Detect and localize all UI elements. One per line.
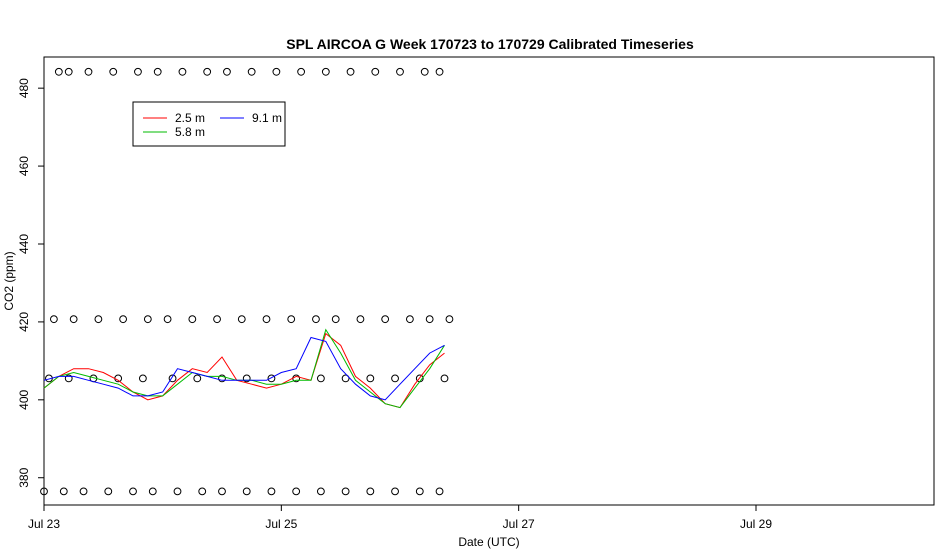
cal-high-marker xyxy=(420,67,429,76)
cal-low-marker xyxy=(316,487,325,496)
cal-mid-marker xyxy=(356,315,365,324)
x-tick-label: Jul 29 xyxy=(740,517,772,531)
cal-mid-marker xyxy=(287,315,296,324)
cal-low-marker xyxy=(59,487,68,496)
y-tick-label: 480 xyxy=(17,78,31,98)
cal-mid-marker xyxy=(262,315,271,324)
cal-high-marker xyxy=(109,67,118,76)
cal-low-marker xyxy=(391,487,399,496)
x-tick-label: Jul 27 xyxy=(503,517,535,531)
target-tank-marker xyxy=(64,374,73,383)
cal-low-marker xyxy=(242,487,251,496)
target-tank-marker xyxy=(267,374,276,383)
cal-low-marker xyxy=(40,487,48,496)
cal-low-marker xyxy=(148,487,157,496)
cal-low-marker xyxy=(198,487,207,496)
x-tick-label: Jul 25 xyxy=(265,517,297,531)
series-line-5-8-m xyxy=(43,328,445,409)
cal-mid-marker xyxy=(213,315,221,324)
cal-mid-marker xyxy=(381,315,390,324)
cal-low-marker xyxy=(218,487,226,496)
y-axis: 380 400 420 440 460 480 xyxy=(17,78,44,488)
cal-high-marker xyxy=(64,67,73,76)
legend-box xyxy=(132,101,286,147)
cal-high-marker xyxy=(396,67,404,76)
cal-high-marker xyxy=(435,67,444,76)
cal-mid-marker xyxy=(445,315,454,324)
cal-mid-marker xyxy=(331,315,340,324)
chart-title: SPL AIRCOA G Week 170723 to 170729 Calib… xyxy=(286,36,694,52)
cal-high-marker xyxy=(223,67,231,76)
cal-high-marker xyxy=(134,67,142,76)
y-tick-label: 380 xyxy=(17,467,31,487)
cal-low-marker xyxy=(129,487,137,496)
cal-mid-marker xyxy=(425,315,434,324)
cal-mid-marker xyxy=(143,315,152,324)
cal-mid-marker xyxy=(119,315,128,324)
cal-high-marker xyxy=(153,67,162,76)
target-tank-marker xyxy=(138,374,147,383)
y-tick-label: 400 xyxy=(17,389,31,409)
cal-high-marker xyxy=(203,67,212,76)
target-tank-marker xyxy=(168,374,177,383)
cal-low-marker xyxy=(415,487,424,496)
cal-high-marker xyxy=(272,67,281,76)
cal-low-marker xyxy=(267,487,276,496)
y-tick-label: 440 xyxy=(17,234,31,254)
cal-high-marker xyxy=(84,67,93,76)
cal-high-marker xyxy=(54,67,63,76)
x-tick-label: Jul 23 xyxy=(28,517,60,531)
cal-high-marker xyxy=(346,67,355,76)
cal-mid-marker xyxy=(405,315,414,324)
cal-high-marker xyxy=(297,67,306,76)
series-line-2-5-m xyxy=(43,332,445,409)
cal-low-marker xyxy=(292,487,301,496)
series-line-9-1-m xyxy=(43,336,445,401)
cal-low-marker xyxy=(341,487,350,496)
cal-mid-marker xyxy=(69,315,78,324)
legend-label: 2.5 m xyxy=(175,111,205,125)
cal-high-marker xyxy=(371,67,380,76)
cal-high-marker xyxy=(178,67,187,76)
y-axis-label: CO2 (ppm) xyxy=(2,251,16,310)
cal-mid-marker xyxy=(188,315,197,324)
target-tank-marker xyxy=(242,374,251,383)
target-tank-marker xyxy=(193,374,202,383)
plot-frame xyxy=(43,56,935,506)
cal-low-marker xyxy=(366,487,375,496)
cal-mid-marker xyxy=(49,315,58,324)
reference-markers xyxy=(40,67,454,496)
legend-label: 9.1 m xyxy=(252,111,282,125)
y-tick-label: 420 xyxy=(17,312,31,332)
x-axis: Jul 23 Jul 25 Jul 27 Jul 29 xyxy=(28,505,772,531)
cal-mid-marker xyxy=(94,315,103,324)
target-tank-marker xyxy=(316,374,325,383)
series-lines xyxy=(43,328,445,409)
target-tank-marker xyxy=(218,374,226,383)
cal-high-marker xyxy=(321,67,330,76)
y-tick-label: 460 xyxy=(17,156,31,176)
legend-label: 5.8 m xyxy=(175,125,205,139)
cal-high-marker xyxy=(247,67,256,76)
x-axis-label: Date (UTC) xyxy=(458,535,519,549)
target-tank-marker xyxy=(391,374,399,383)
cal-low-marker xyxy=(435,487,444,496)
cal-low-marker xyxy=(173,487,182,496)
target-tank-marker xyxy=(341,374,350,383)
cal-mid-marker xyxy=(312,315,320,324)
target-tank-marker xyxy=(366,374,375,383)
cal-low-marker xyxy=(79,487,88,496)
legend: 2.5 m5.8 m 9.1 m xyxy=(132,101,286,147)
cal-low-marker xyxy=(104,487,113,496)
cal-mid-marker xyxy=(163,315,172,324)
cal-mid-marker xyxy=(237,315,246,324)
target-tank-marker xyxy=(440,374,449,383)
